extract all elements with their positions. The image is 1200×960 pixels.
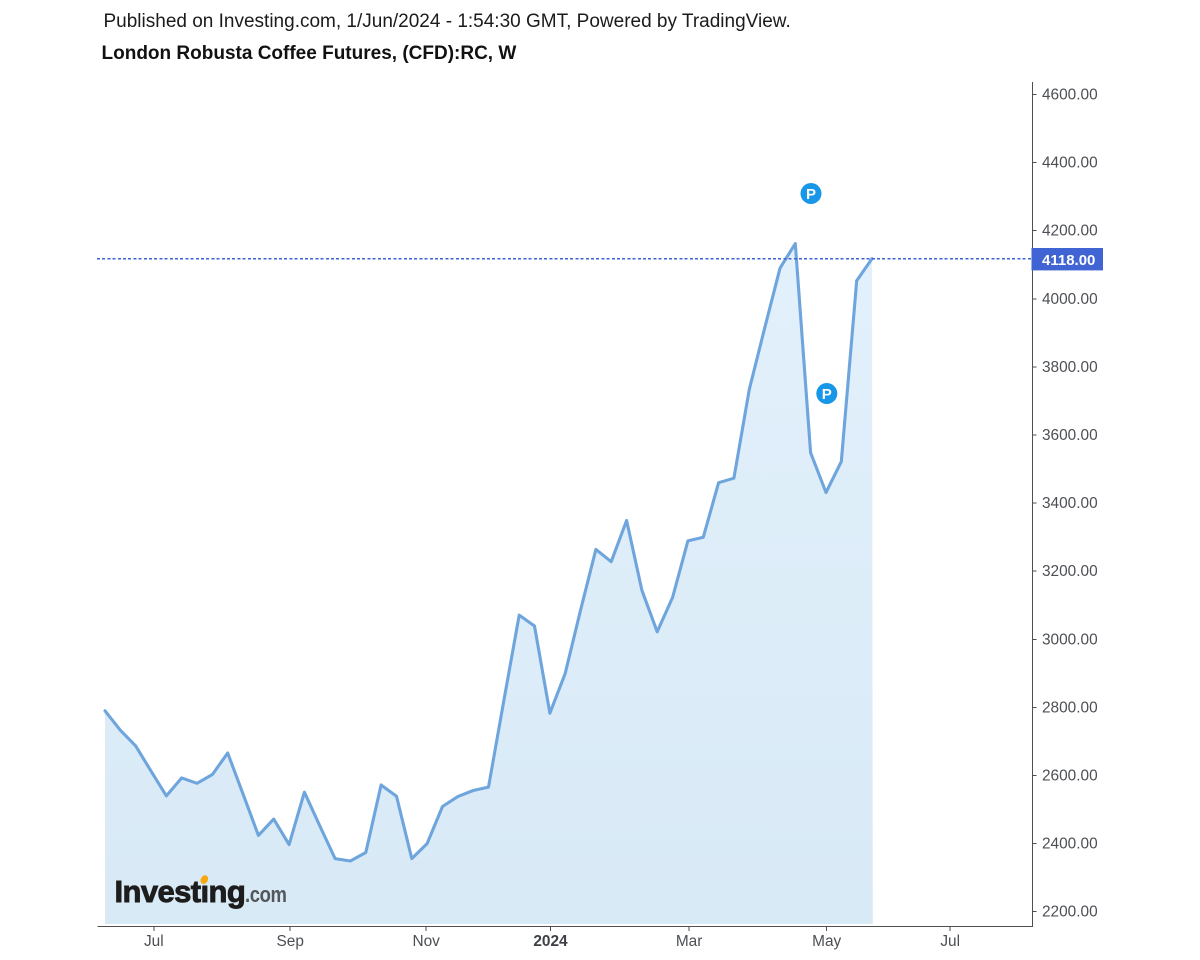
svg-text:May: May — [812, 933, 841, 950]
svg-text:3000.00: 3000.00 — [1042, 631, 1098, 648]
svg-text:Nov: Nov — [413, 933, 441, 950]
svg-text:4400.00: 4400.00 — [1042, 155, 1098, 172]
svg-text:2200.00: 2200.00 — [1042, 904, 1098, 921]
svg-text:2400.00: 2400.00 — [1042, 836, 1098, 853]
svg-text:P: P — [806, 186, 816, 203]
svg-text:Jul: Jul — [940, 933, 960, 950]
svg-text:Sep: Sep — [277, 933, 304, 950]
svg-text:Jul: Jul — [144, 933, 164, 950]
svg-text:P: P — [822, 386, 832, 403]
svg-text:Mar: Mar — [676, 933, 703, 950]
svg-text:2800.00: 2800.00 — [1042, 699, 1098, 716]
svg-text:2024: 2024 — [533, 933, 568, 950]
svg-text:3800.00: 3800.00 — [1042, 359, 1098, 376]
svg-text:3200.00: 3200.00 — [1042, 563, 1098, 580]
svg-text:4200.00: 4200.00 — [1042, 223, 1098, 240]
svg-text:4600.00: 4600.00 — [1042, 87, 1098, 104]
svg-text:3600.00: 3600.00 — [1042, 427, 1098, 444]
svg-text:2600.00: 2600.00 — [1042, 768, 1098, 785]
svg-text:3400.00: 3400.00 — [1042, 495, 1098, 512]
svg-text:4000.00: 4000.00 — [1042, 291, 1098, 308]
svg-text:4118.00: 4118.00 — [1042, 252, 1095, 269]
